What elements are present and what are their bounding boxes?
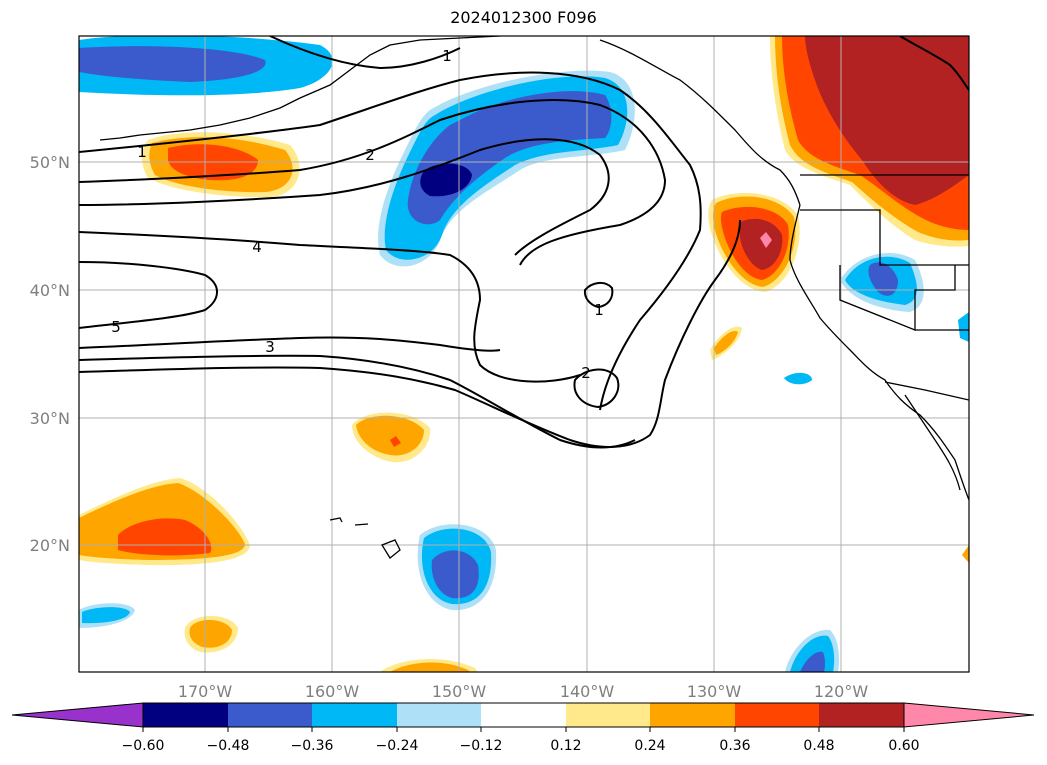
- colorbar-ticks: [142, 727, 905, 732]
- contours: [79, 36, 969, 449]
- hawaii-2: [354, 523, 369, 526]
- anomaly-pos-bottom-b: [390, 662, 470, 672]
- gridlines: [79, 36, 969, 672]
- contour-label: 1: [137, 143, 147, 161]
- anomaly-pos-sw-c: [118, 518, 212, 556]
- anomaly-neg-nv-c: [868, 262, 898, 296]
- hawaii-1: [329, 517, 343, 523]
- colorbar-under-arrow: [11, 702, 144, 728]
- contour-label: 1: [594, 301, 604, 319]
- contour-1-north: [79, 71, 702, 411]
- lon-label: 160°W: [305, 682, 360, 701]
- colorbar-over-arrow: [903, 702, 1035, 728]
- lat-label: 50°N: [30, 153, 70, 172]
- anomaly-neg-hi-c: [431, 550, 479, 599]
- colorbar-segment: [312, 703, 397, 727]
- lat-label: 30°N: [30, 409, 70, 428]
- anomaly-pos-sw2-b: [189, 619, 232, 648]
- anomaly-pos-ca-e: [760, 232, 772, 248]
- lon-label: 170°W: [178, 682, 233, 701]
- contour-2-small: [573, 368, 620, 409]
- colorbar-frame: [142, 702, 905, 728]
- contour-top: [269, 36, 461, 70]
- colorbar-tick-label: 0.60: [888, 738, 919, 754]
- contour-label: 3: [265, 338, 275, 356]
- lon-label: 120°W: [814, 682, 869, 701]
- anomaly-pos-small1b: [714, 330, 738, 355]
- contour-ne: [899, 36, 969, 91]
- colorbar-tick-label: −0.36: [291, 738, 334, 754]
- lon-label: 150°W: [432, 682, 487, 701]
- colorbar-segment: [481, 703, 566, 727]
- contour-label: 5: [111, 318, 121, 336]
- lat-labels: 50°N 40°N 30°N 20°N: [30, 153, 70, 555]
- anomaly-pos-mid-c: [390, 436, 401, 447]
- colorbar-segment: [143, 703, 228, 727]
- contour-4: [79, 231, 581, 383]
- coast-bc: [599, 39, 801, 206]
- anomaly-pos-mid-b: [356, 415, 424, 456]
- contour-label: 2: [365, 146, 375, 164]
- lon-labels: 170°W 160°W 150°W 140°W 130°W 120°W: [178, 682, 869, 701]
- contour-label: 2: [581, 364, 591, 382]
- map-title: 2024012300 F096: [450, 8, 597, 27]
- colorbar-tick-label: 0.12: [550, 738, 581, 754]
- hawaii-3: [381, 539, 401, 559]
- colorbar-tick-label: 0.24: [634, 738, 665, 754]
- contour-3-south: [79, 336, 501, 352]
- contour-1-small: [583, 282, 614, 309]
- anomaly-pos-ne-d: [805, 36, 969, 205]
- coast-west-us: [789, 204, 969, 501]
- map-frame: [78, 35, 970, 673]
- colorbar-tick-label: −0.48: [207, 738, 250, 754]
- lon-label: 140°W: [560, 682, 615, 701]
- contour-5: [79, 261, 218, 329]
- anomaly-neg-sw-b: [82, 607, 130, 624]
- lon-label: 130°W: [687, 682, 742, 701]
- colorbar-segment: [228, 703, 312, 727]
- colorbar-segment: [650, 703, 735, 727]
- colorbar: −0.60 −0.48 −0.36 −0.24 −0.12 0.12 0.24 …: [11, 702, 1035, 754]
- colorbar-tick-label: 0.36: [719, 738, 750, 754]
- anomaly-pos-ca-d: [740, 218, 783, 270]
- colorbar-segment: [397, 703, 481, 727]
- contour-label: 1: [442, 47, 452, 65]
- contour-2-south: [79, 354, 636, 449]
- border-states-2: [839, 265, 956, 331]
- colorbar-tick-label: −0.60: [122, 738, 165, 754]
- anomaly-neg-bottom-c: [800, 651, 825, 672]
- lat-label: 20°N: [30, 536, 70, 555]
- coastlines: [99, 36, 969, 559]
- anomaly-neg-e: [958, 312, 969, 342]
- contour-label: 4: [252, 238, 262, 256]
- colorbar-tick-label: 0.48: [803, 738, 834, 754]
- lat-label: 40°N: [30, 281, 70, 300]
- colorbar-segment: [819, 703, 904, 727]
- contour-labels: 1 2 3 4 5 1 2 1: [111, 47, 604, 382]
- coast-baja: [904, 394, 961, 491]
- contour-2: [79, 99, 667, 266]
- anomaly-neg-nw-core: [79, 46, 266, 82]
- anomaly-neg-small: [784, 372, 812, 385]
- colorbar-tick-label: −0.12: [460, 738, 503, 754]
- contour-3: [79, 138, 610, 256]
- contour-1-south: [79, 219, 741, 448]
- colorbar-tick-label: −0.24: [376, 738, 419, 754]
- coast-alaska: [99, 36, 501, 141]
- anomaly-pos-edge: [962, 545, 969, 563]
- colorbar-segment: [566, 703, 650, 727]
- border-states-1: [800, 209, 969, 266]
- colorbar-segment: [735, 703, 819, 727]
- border-mexico: [884, 381, 969, 401]
